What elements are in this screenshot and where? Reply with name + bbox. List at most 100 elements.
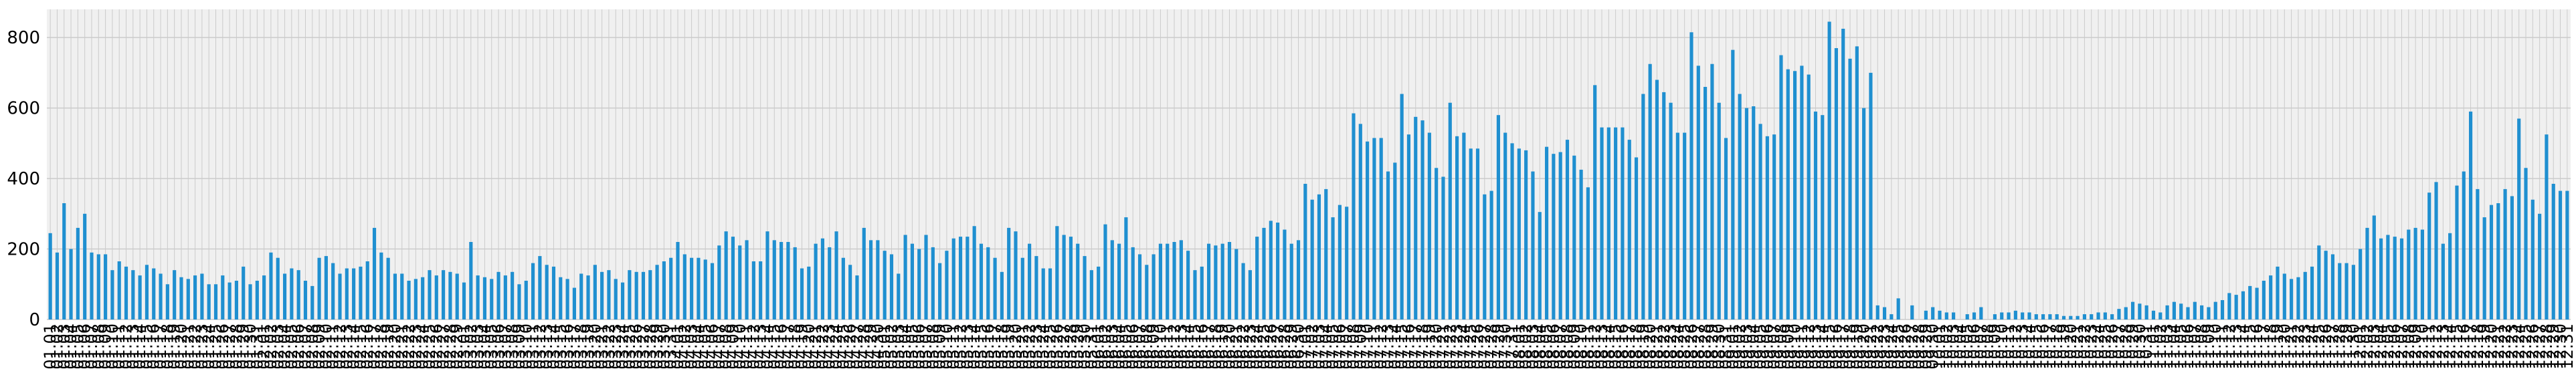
bar [2517,118,2521,320]
x-tick-label: 10.06 [1965,324,1984,370]
bar [703,259,707,319]
bar [648,270,652,319]
bar [482,277,487,319]
bar [413,279,418,319]
bar [2151,310,2156,319]
bar [2351,265,2355,319]
x-tick-label: 09.21 [1861,324,1880,370]
x-tick-label: 03.13 [537,324,556,370]
x-tick-label: 12.19 [2475,324,2494,370]
x-tick-label: 09.24 [1882,324,1901,370]
bar [2317,245,2321,319]
x-tick-label: 03.19 [579,324,597,370]
bar [738,245,742,319]
bar [1276,223,1280,319]
bar [876,240,880,319]
bar [2096,312,2100,319]
bar [110,270,114,319]
bar [1089,270,1093,319]
bar [455,273,459,319]
x-tick-label: 08.19 [1634,324,1653,370]
x-tick-label: 12.15 [2448,324,2466,370]
bar [442,270,446,319]
x-tick-label: 06.05 [1117,324,1135,370]
bar [1455,136,1459,319]
bar [338,273,342,319]
x-tick-label: 06.24 [1248,324,1267,370]
bar [1683,132,1687,319]
bar [2186,307,2190,319]
x-tick-label: 03.07 [496,324,515,370]
bar [1731,49,1735,320]
bar [1289,243,1293,319]
bar [538,256,542,319]
x-tick-label: 05.01 [875,324,894,370]
x-tick-label: 03.22 [600,324,618,370]
x-tick-label: 08.16 [1613,324,1632,370]
x-tick-label: 03.06 [489,324,508,370]
x-tick-label: 08.11 [1578,324,1597,370]
bar [1744,108,1749,320]
x-tick-label: 05.31 [1082,324,1101,370]
x-tick-label: 01.13 [124,324,143,370]
x-tick-label: 12.25 [2516,324,2535,370]
x-tick-label: 11.12 [2220,324,2239,370]
bar [1821,115,1825,319]
bar [2359,249,2363,319]
x-tick-label: 02.21 [393,324,411,370]
x-tick-label: 08.31 [1717,324,1736,370]
x-tick-label: 01.20 [172,324,191,370]
bar [1662,92,1666,319]
bar [2496,203,2500,319]
bar [2489,205,2494,319]
bar [2124,307,2128,319]
bar [2482,217,2486,319]
x-tick-label: 09.04 [1744,324,1763,370]
bar [1041,268,1045,319]
x-tick-label: 08.23 [1661,324,1680,370]
bar [1186,251,1190,319]
bar [227,282,232,319]
bar [310,285,314,319]
bar [434,275,438,319]
bar [303,281,308,319]
x-tick-label: 06.26 [1261,324,1280,370]
x-tick-label: 05.30 [1075,324,1094,370]
bar [2076,315,2080,319]
x-tick-label: 02.07 [296,324,314,370]
bar [2117,309,2121,319]
x-tick-label: 05.02 [882,324,901,370]
x-tick-label: 10.13 [2013,324,2032,370]
x-tick-label: 05.15 [972,324,990,370]
x-tick-label: 10.21 [2068,324,2087,370]
x-tick-label: 04.12 [744,324,763,370]
bar [1028,243,1032,319]
x-tick-label: 01.05 [68,324,87,370]
x-tick-label: 09.10 [1786,324,1805,370]
bar [2551,184,2555,319]
x-tick-label: 04.25 [834,324,852,370]
x-tick-label: 01.24 [199,324,218,370]
bar [559,277,563,319]
x-tick-label: 05.12 [951,324,970,370]
x-tick-label: 08.22 [1655,324,1673,370]
x-tick-label: 09.27 [1903,324,1922,370]
bar [1020,257,1024,319]
bar [1586,187,1590,319]
bar [186,279,190,319]
x-tick-label: 12.31 [2558,324,2576,370]
x-tick-label: 04.16 [772,324,791,370]
bar [2262,281,2266,319]
x-tick-label: 09.03 [1737,324,1756,370]
bar [2013,310,2017,319]
bar [751,261,755,319]
bar [724,231,728,319]
x-tick-label: 01.12 [117,324,136,370]
x-tick-label: 07.27 [1475,324,1494,370]
x-tick-label: 07.25 [1461,324,1480,370]
bar [1869,72,1873,319]
x-tick-label: 11.27 [2323,324,2342,370]
x-tick-label: 11.22 [2289,324,2308,370]
x-tick-label: 02.23 [406,324,425,370]
x-tick-label: 07.13 [1379,324,1398,370]
